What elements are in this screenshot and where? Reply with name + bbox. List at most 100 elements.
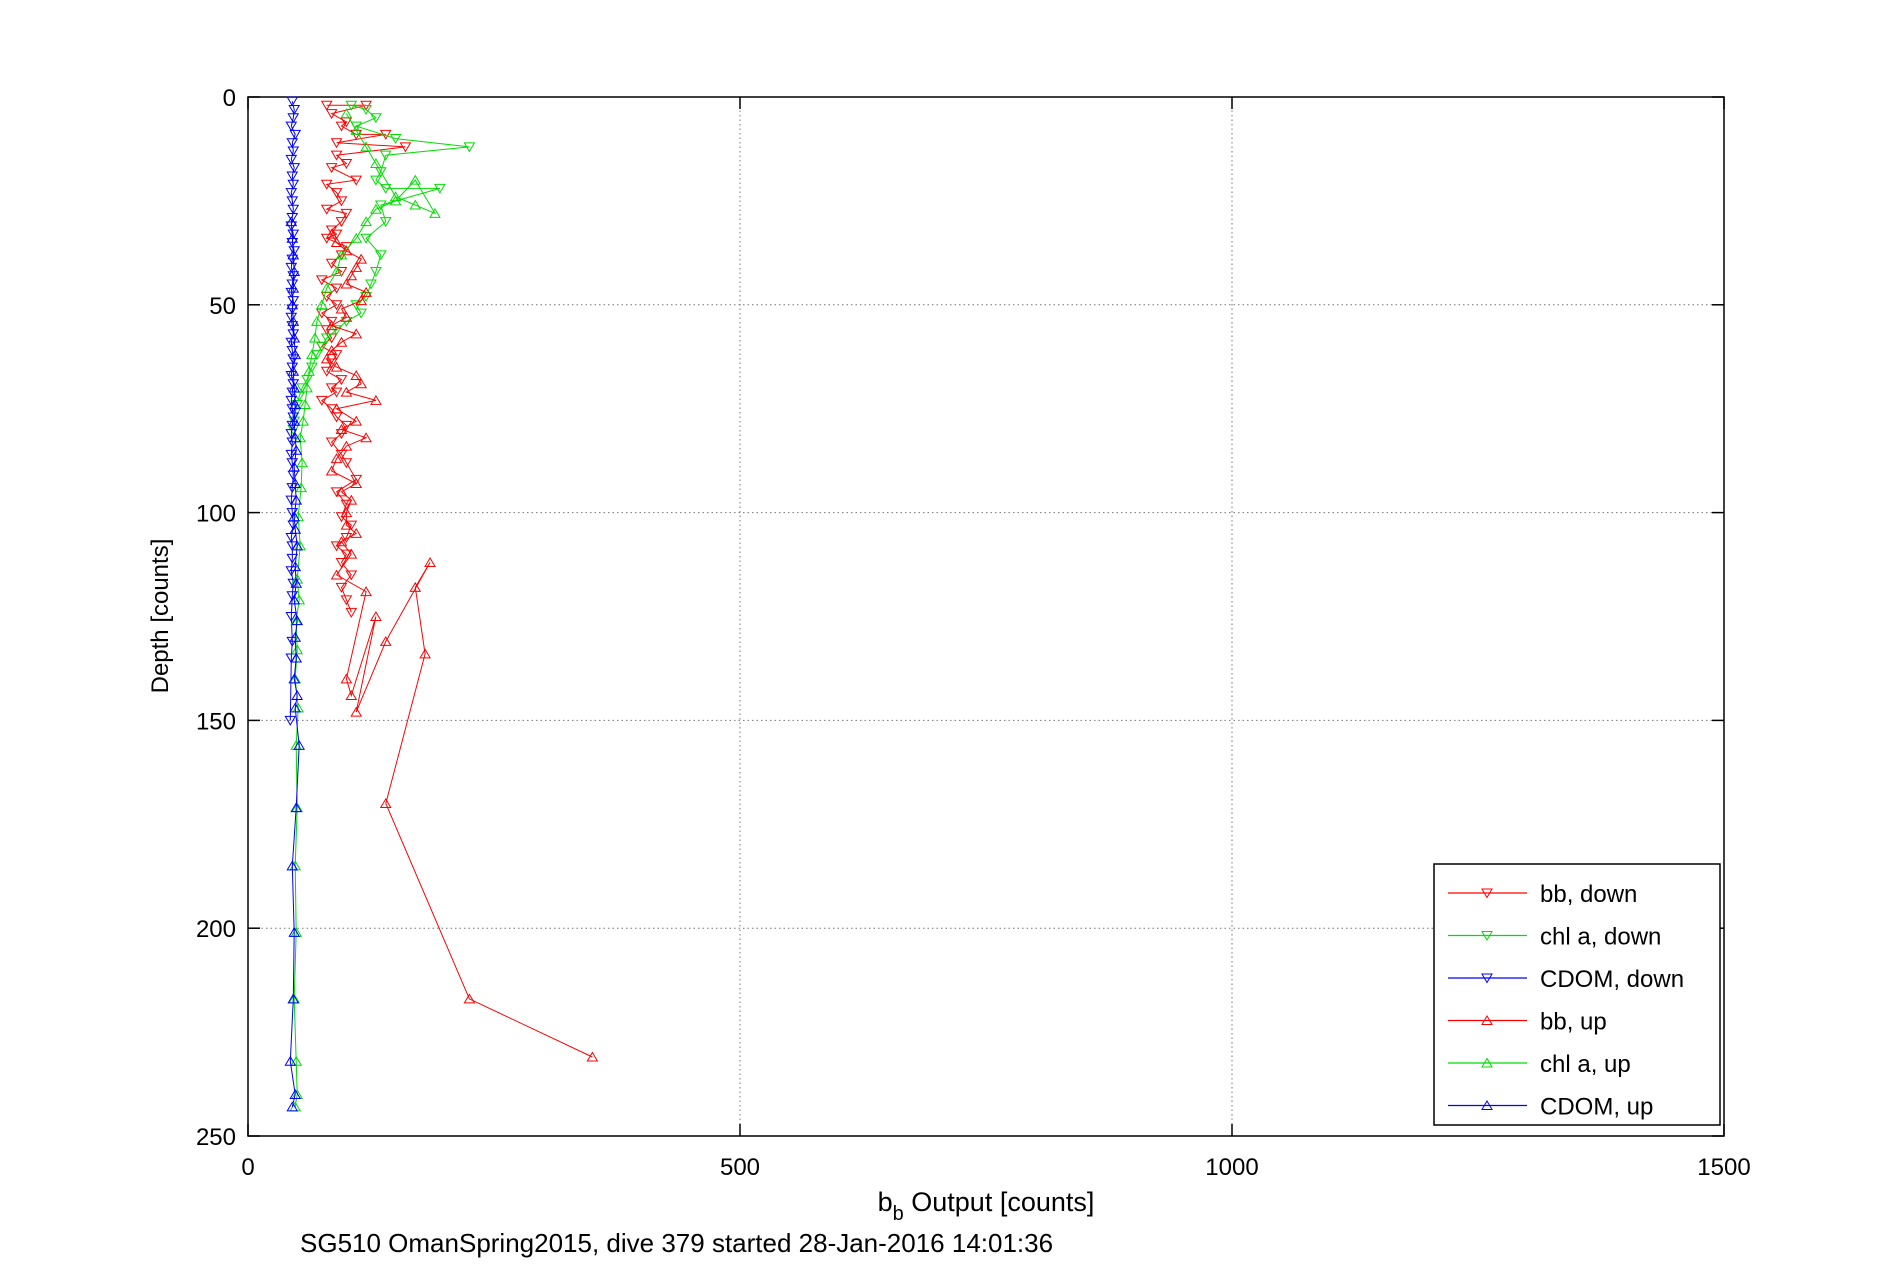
data-point [286, 232, 299, 243]
data-point [360, 286, 372, 297]
data-point [290, 577, 303, 588]
data-point [285, 612, 298, 622]
data-point [288, 104, 301, 115]
data-point [340, 519, 353, 530]
data-point [350, 175, 363, 186]
data-point [379, 798, 392, 809]
data-point [463, 993, 476, 1004]
data-point [330, 300, 343, 311]
series-0 [315, 100, 412, 618]
data-point [288, 926, 301, 937]
data-point [350, 474, 363, 485]
data-point [330, 138, 343, 149]
data-point [379, 183, 392, 194]
data-point [374, 200, 387, 211]
data-point [409, 174, 422, 185]
x-axis-label-rest: Output [counts] [904, 1187, 1095, 1217]
data-point [340, 108, 353, 119]
data-point [320, 353, 333, 364]
data-point [434, 183, 446, 194]
data-point [365, 279, 377, 290]
data-point [291, 644, 304, 655]
data-point [289, 349, 302, 360]
legend-item: chl a, up [1448, 1051, 1631, 1078]
data-point [288, 266, 301, 277]
x-axis-label: bb Output [counts] [878, 1187, 1095, 1225]
data-point [287, 993, 300, 1004]
data-point [289, 523, 302, 534]
data-point [287, 412, 300, 423]
data-point [350, 261, 363, 272]
data-point [350, 527, 363, 538]
data-point [335, 536, 348, 547]
data-point [290, 652, 303, 663]
data-point [285, 429, 298, 440]
data-point [355, 295, 368, 306]
data-point [291, 573, 304, 584]
data-point [340, 386, 353, 397]
data-point [289, 702, 302, 713]
data-point [325, 258, 338, 269]
data-point [355, 253, 368, 264]
data-point [370, 203, 382, 214]
data-point [370, 267, 382, 278]
plot-area-border [247, 96, 1725, 1137]
x-axis-label-subscript: b [893, 1203, 904, 1225]
data-point [345, 270, 358, 281]
data-point [285, 154, 298, 165]
data-point [370, 394, 382, 405]
data-point [286, 860, 299, 871]
data-point [286, 171, 299, 182]
data-point [320, 100, 333, 111]
data-point [370, 158, 382, 168]
legend-box [1433, 863, 1721, 1126]
data-point [335, 582, 348, 593]
data-point [345, 100, 358, 111]
data-point [409, 581, 422, 592]
legend-marker [1481, 888, 1493, 899]
data-point [296, 457, 308, 468]
data-point [340, 507, 353, 518]
data-point [335, 303, 348, 314]
y-tick-label: 0 [223, 85, 236, 112]
data-point [350, 124, 363, 135]
data-point [389, 134, 402, 145]
x-tick-label: 1500 [1697, 1154, 1750, 1181]
series-2 [284, 96, 302, 726]
data-point [287, 113, 300, 124]
data-point [289, 478, 302, 489]
data-point [379, 635, 392, 646]
data-point [287, 282, 300, 293]
x-tick-label: 1000 [1205, 1154, 1258, 1181]
data-point [320, 282, 333, 293]
data-point [289, 561, 302, 572]
data-point [287, 179, 300, 190]
data-point [360, 432, 372, 443]
data-point [360, 233, 372, 244]
data-point [287, 146, 300, 157]
data-point [345, 607, 358, 618]
legend-label: chl a, down [1540, 924, 1661, 951]
data-point [379, 150, 392, 161]
data-point [335, 423, 348, 434]
data-point [320, 179, 333, 190]
data-point [330, 453, 343, 464]
x-tick-label: 500 [720, 1154, 760, 1181]
data-point [586, 1051, 599, 1062]
data-point [330, 283, 343, 294]
data-point [290, 494, 303, 505]
data-point [288, 332, 301, 343]
data-point [286, 1101, 299, 1112]
data-point [335, 217, 348, 228]
data-point [288, 594, 301, 605]
data-point [315, 275, 328, 286]
data-point [288, 163, 301, 174]
data-point [355, 378, 368, 389]
data-point [286, 96, 299, 107]
data-point [350, 706, 363, 717]
data-point [293, 739, 306, 750]
series-1 [287, 100, 476, 435]
data-point [429, 207, 441, 218]
y-axis-label: Depth [counts] [147, 539, 174, 694]
